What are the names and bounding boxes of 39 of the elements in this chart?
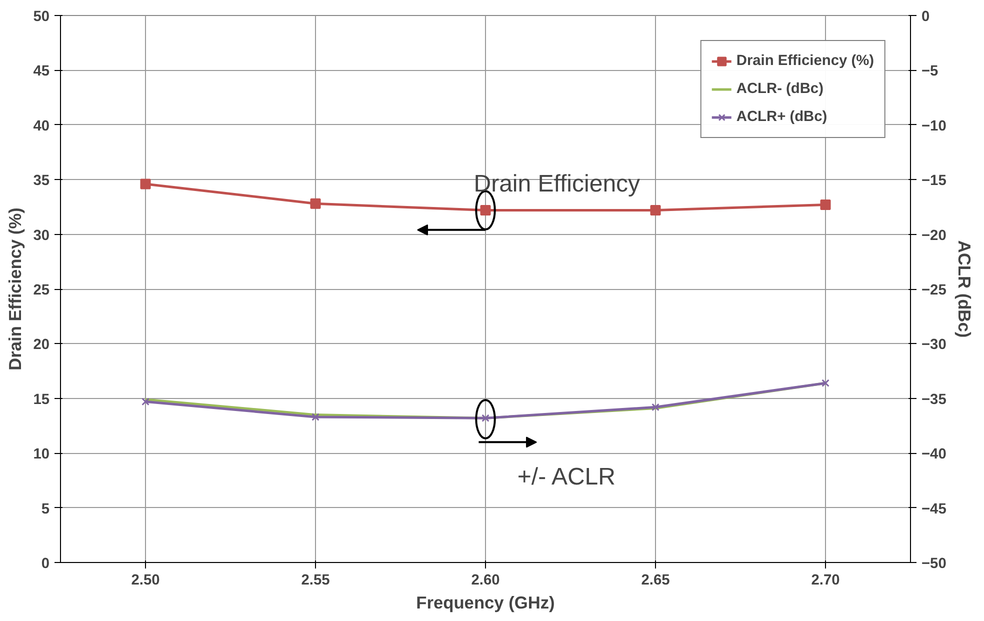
- y-axis-title: Drain Efficiency (%): [5, 208, 26, 370]
- y-tick-label: 0: [41, 556, 50, 572]
- y-tick-label: 40: [33, 118, 50, 134]
- y-tick-label: 50: [33, 9, 50, 25]
- x-tick-label: 2.70: [811, 572, 840, 588]
- y-tick-label: 20: [33, 337, 50, 354]
- y2-tick-label: −30: [922, 337, 946, 354]
- point: [650, 204, 661, 216]
- legend-label: ACLR- (dBc): [736, 81, 824, 97]
- y2-tick-label: −20: [922, 228, 946, 244]
- x-tick-label: 2.50: [131, 572, 160, 588]
- y-tick-label: 45: [33, 64, 50, 80]
- x-tick-label: 2.60: [471, 572, 500, 588]
- legend-label: ACLR+ (dBc): [736, 109, 828, 125]
- point: [140, 178, 151, 190]
- annotation: +/- ACLR: [517, 464, 616, 491]
- legend-label: Drain Efficiency (%): [736, 53, 874, 69]
- y2-axis-title: ACLR (dBc): [954, 240, 974, 338]
- y2-tick-label: −40: [922, 446, 946, 463]
- y-tick-label: 25: [33, 282, 50, 298]
- y2-tick-label: −50: [922, 556, 946, 572]
- y2-tick-label: 0: [922, 9, 930, 25]
- y-tick-label: 35: [33, 173, 50, 190]
- y2-tick-label: −10: [922, 118, 946, 134]
- point: [310, 198, 321, 209]
- x-tick-label: 2.65: [641, 572, 670, 588]
- point: [820, 200, 831, 210]
- y2-tick-label: −15: [922, 173, 946, 190]
- y2-tick-label: −25: [922, 282, 946, 298]
- y-tick-label: 10: [33, 446, 50, 463]
- x-tick-label: 2.55: [301, 572, 330, 588]
- y2-tick-label: −45: [922, 501, 946, 518]
- annotation: Drain Efficiency: [474, 170, 640, 198]
- y2-tick-label: −5: [922, 64, 938, 80]
- y-tick-label: 5: [41, 501, 50, 518]
- y2-tick-label: −35: [922, 392, 946, 408]
- y-tick-label: 30: [33, 228, 50, 244]
- x-axis-title: Frequency (GHz): [416, 592, 555, 612]
- y-tick-label: 15: [33, 392, 50, 408]
